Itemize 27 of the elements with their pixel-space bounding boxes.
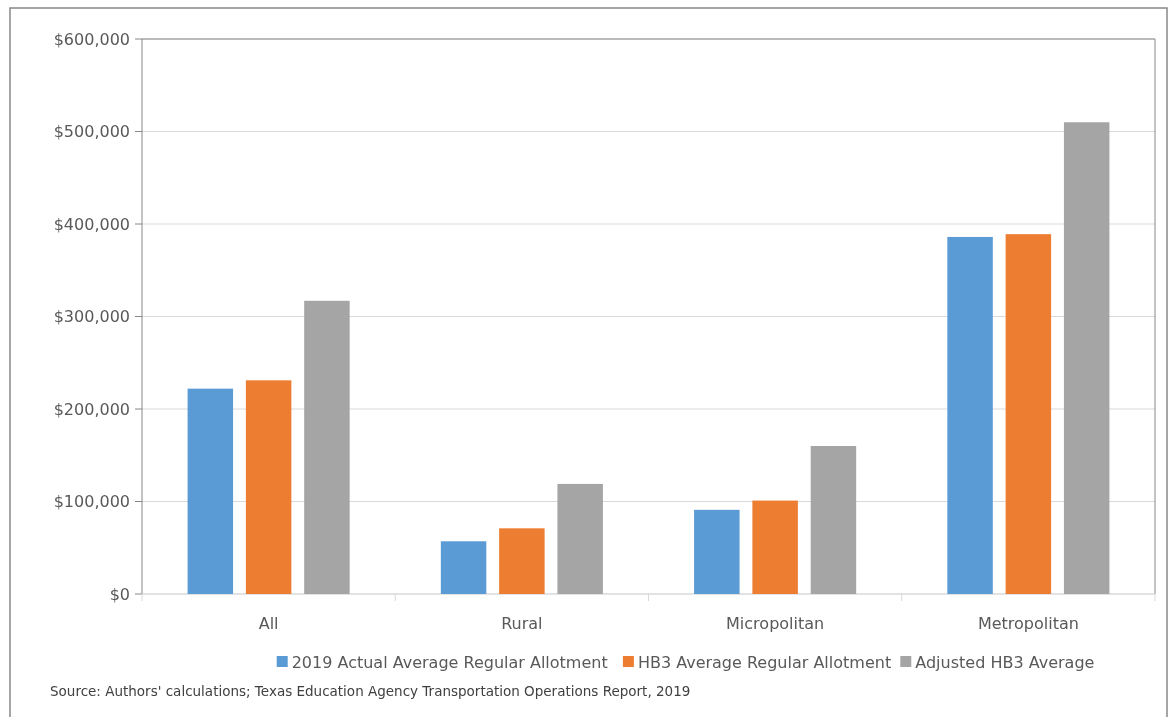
y-tick-label: $300,000 [53,307,130,327]
bar [304,300,350,594]
bar [752,500,798,594]
legend-label: 2019 Actual Average Regular Allotment [291,652,608,672]
y-tick-label: $400,000 [53,214,130,234]
bar [1063,122,1110,594]
x-tick-label: Metropolitan [977,614,1079,633]
y-tick-label: $600,000 [53,29,130,49]
bar [440,541,487,594]
y-tick-label: $200,000 [53,399,130,419]
x-tick-label: Rural [501,614,543,633]
legend-label: Adjusted HB3 Average [915,652,1095,672]
bar [499,528,545,594]
bar [1005,234,1052,594]
x-tick-label: All [258,614,279,633]
x-tick-label: Micropolitan [726,614,825,633]
bar [187,388,234,594]
bar [694,509,740,594]
y-tick-label: $500,000 [53,122,130,142]
y-tick-label: $100,000 [53,492,130,512]
bar [810,446,857,594]
y-tick-label: $0 [109,584,130,604]
bar [557,483,603,594]
bar [947,236,993,594]
bar [245,380,292,594]
legend-label: HB3 Average Regular Allotment [637,652,892,672]
source-note: Source: Authors' calculations; Texas Education Agency Transportation Operations Report, 2019 [50,683,691,699]
